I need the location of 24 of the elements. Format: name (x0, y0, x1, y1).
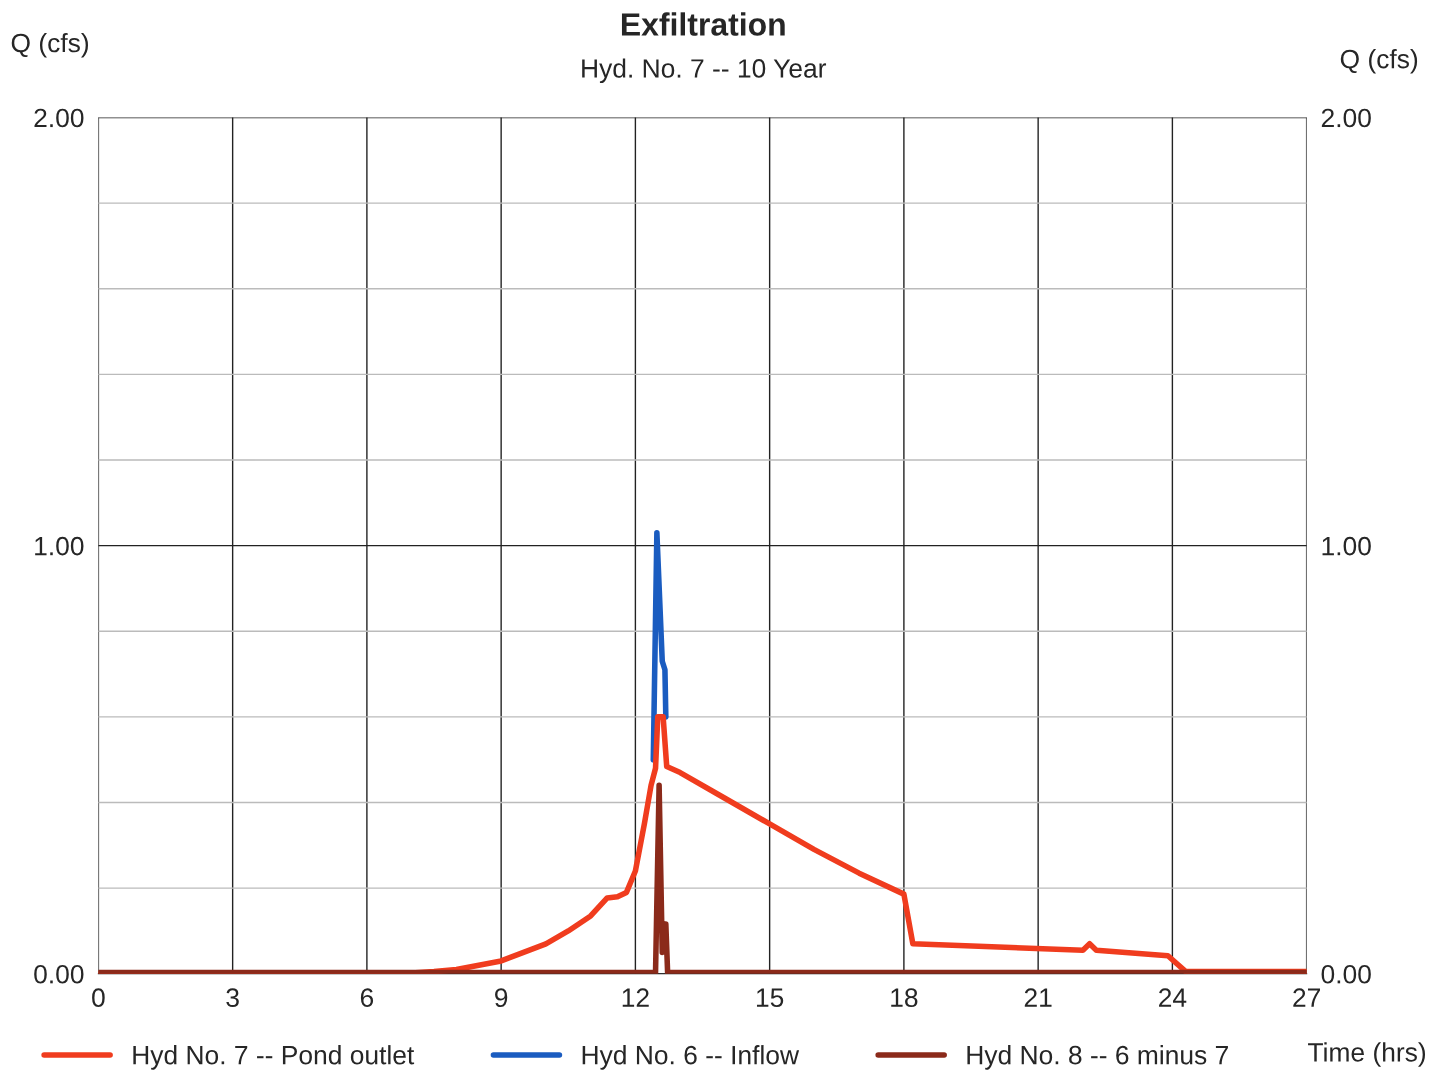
y2-tick-label: 1.00 (1322, 536, 1371, 556)
y2-tick-label: 2.00 (1321, 108, 1371, 128)
y-axis-title: Q (cfs) (11, 32, 89, 58)
y-tick-label: 1.00 (35, 536, 84, 556)
x-tick-label: 18 (891, 988, 918, 1008)
chart-subtitle: Hyd. No. 7 -- 10 Year (582, 58, 827, 84)
y-tick-label: 2.00 (34, 108, 84, 128)
y-tick-label: 0.00 (34, 964, 84, 984)
x-tick-label: 6 (360, 988, 374, 1008)
x-axis-title: Time (hrs) (1308, 1042, 1426, 1067)
x-tick-label: 15 (756, 988, 784, 1008)
legend-label: Hyd No. 7 -- Pond outlet (133, 1045, 415, 1070)
y2-axis-title: Q (cfs) (1340, 49, 1418, 74)
chart-title: Exfiltration (621, 12, 785, 36)
x-tick-label: 24 (1159, 988, 1187, 1007)
x-tick-label: 21 (1024, 988, 1052, 1007)
x-tick-label: 0 (92, 988, 105, 1008)
y2-tick-label: 0.00 (1321, 964, 1371, 984)
legend-label: Hyd No. 8 -- 6 minus 7 (967, 1045, 1228, 1070)
x-tick-label: 27 (1293, 988, 1320, 1007)
x-tick-label: 9 (495, 988, 508, 1008)
legend-label: Hyd No. 6 -- Inflow (582, 1045, 800, 1070)
x-tick-label: 3 (226, 988, 239, 1008)
x-tick-label: 12 (622, 988, 649, 1007)
